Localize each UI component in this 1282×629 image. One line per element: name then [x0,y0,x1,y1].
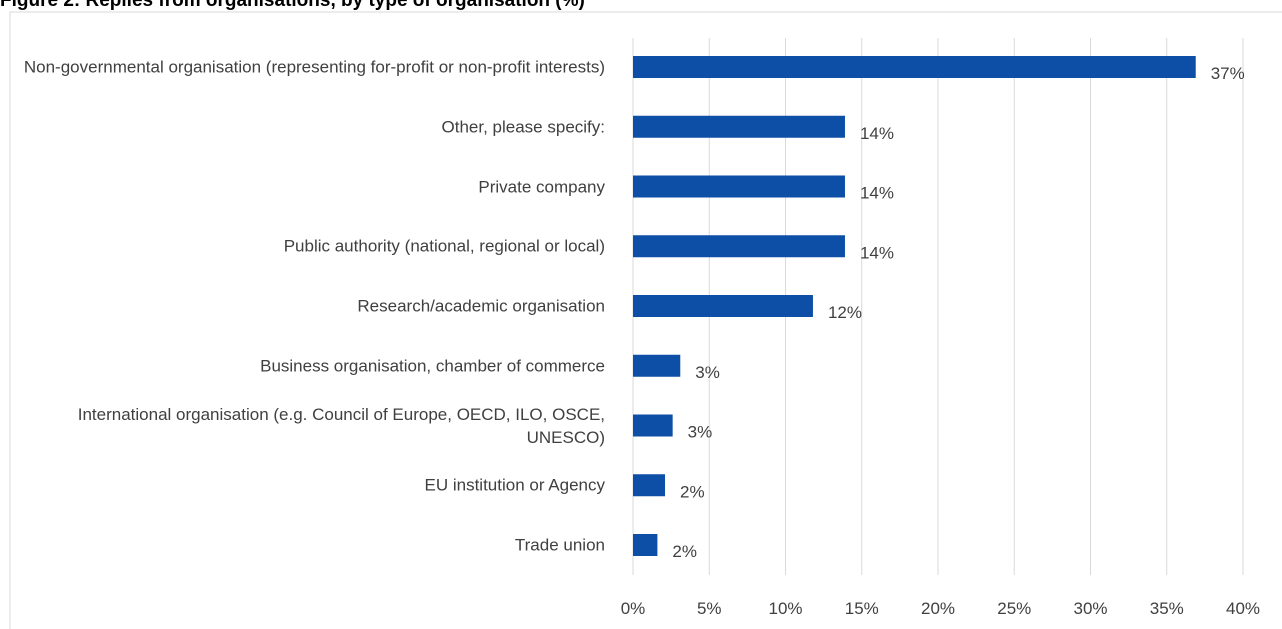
bar [633,474,666,497]
category-label: Other, please specify: [441,117,605,137]
x-tick-label: 25% [997,599,1031,618]
bar [633,56,1196,78]
x-tick-label: 30% [1073,599,1107,618]
bar [633,175,845,198]
chart-title: Figure 2: Replies from organisations, by… [0,0,585,11]
data-label: 3% [695,363,720,382]
bar [633,534,658,556]
data-label: 37% [1211,64,1245,83]
data-label: 14% [860,243,894,262]
bar [633,414,673,437]
category-label: Business organisation, chamber of commer… [260,356,605,376]
bar [633,235,845,258]
x-tick-label: 35% [1150,599,1184,618]
chart-border [9,11,1282,629]
x-tick-label: 40% [1226,599,1260,618]
x-tick-label: 20% [921,599,955,618]
x-tick-label: 10% [768,599,802,618]
category-label: Non-governmental organisation (represent… [23,57,605,77]
category-label: Public authority (national, regional or … [283,236,605,256]
bar [633,115,845,138]
bar [633,354,681,377]
data-label: 12% [828,303,862,322]
data-label: 14% [860,124,894,143]
data-label: 2% [672,542,697,561]
bar [633,295,813,317]
category-label: Private company [478,177,605,196]
data-label: 3% [688,423,713,442]
x-tick-label: 5% [697,599,722,618]
x-tick-label: 15% [845,599,879,618]
category-label: International organisation (e.g. Council… [77,404,605,447]
data-label: 14% [860,184,894,203]
category-label: Trade union [514,535,605,555]
data-label: 2% [680,482,705,501]
x-tick-label: 0% [621,599,646,618]
category-label: EU institution or Agency [424,475,605,495]
category-label: Research/academic organisation [357,296,605,316]
